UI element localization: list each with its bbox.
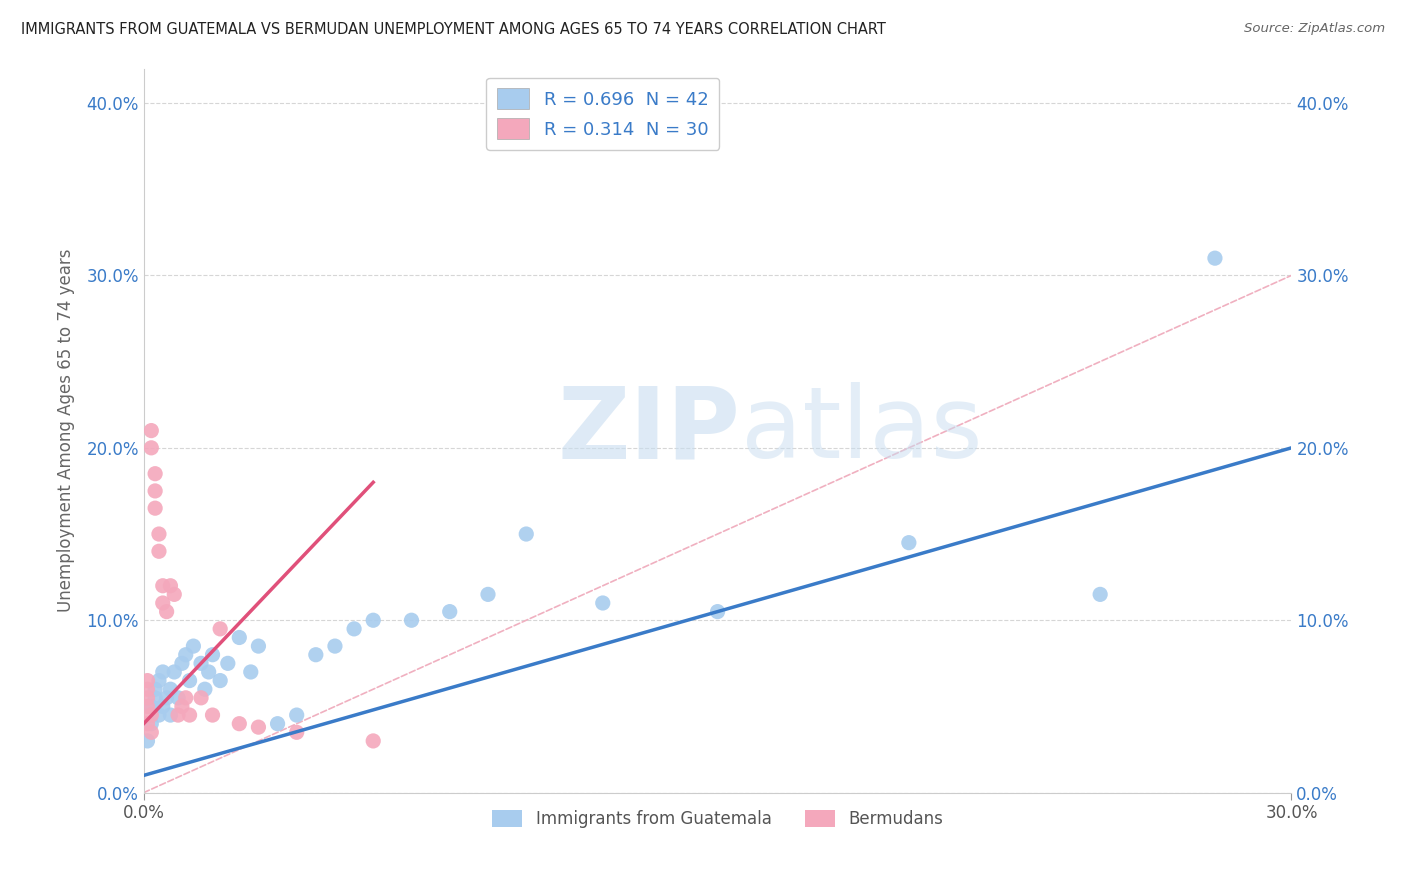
Point [266, 716, 288, 731]
Point [136, 673, 159, 688]
Point [197, 665, 219, 679]
Point [159, 682, 181, 697]
Point [1088, 587, 1111, 601]
Point [167, 708, 190, 723]
Point [143, 690, 166, 705]
Point [136, 682, 159, 697]
Point [247, 720, 270, 734]
Point [201, 648, 224, 662]
Point [152, 579, 174, 593]
Point [143, 501, 166, 516]
Point [323, 639, 346, 653]
Point [190, 690, 212, 705]
Point [148, 673, 170, 688]
Point [141, 725, 163, 739]
Point [155, 605, 177, 619]
Point [361, 613, 384, 627]
Point [1204, 251, 1226, 265]
Point [179, 708, 201, 723]
Point [190, 657, 212, 671]
Point [183, 639, 205, 653]
Point [148, 708, 170, 723]
Point [477, 587, 499, 601]
Point [179, 673, 201, 688]
Point [194, 682, 217, 697]
Point [305, 648, 328, 662]
Point [439, 605, 461, 619]
Legend: Immigrants from Guatemala, Bermudans: Immigrants from Guatemala, Bermudans [485, 804, 949, 835]
Text: Source: ZipAtlas.com: Source: ZipAtlas.com [1244, 22, 1385, 36]
Text: ZIP: ZIP [558, 382, 741, 479]
Point [167, 690, 190, 705]
Point [136, 690, 159, 705]
Point [170, 699, 193, 714]
Point [159, 579, 181, 593]
Point [239, 665, 262, 679]
Point [174, 690, 197, 705]
Point [163, 587, 186, 601]
Point [228, 716, 250, 731]
Point [141, 424, 163, 438]
Point [706, 605, 728, 619]
Point [343, 622, 366, 636]
Point [152, 665, 174, 679]
Point [152, 699, 174, 714]
Point [136, 734, 159, 748]
Point [148, 544, 170, 558]
Point [228, 631, 250, 645]
Text: atlas: atlas [741, 382, 983, 479]
Point [515, 527, 537, 541]
Point [143, 483, 166, 498]
Point [159, 708, 181, 723]
Y-axis label: Unemployment Among Ages 65 to 74 years: Unemployment Among Ages 65 to 74 years [58, 249, 75, 612]
Point [143, 467, 166, 481]
Point [217, 657, 239, 671]
Point [174, 648, 197, 662]
Point [247, 639, 270, 653]
Point [209, 622, 232, 636]
Point [136, 699, 159, 714]
Point [201, 708, 224, 723]
Point [401, 613, 423, 627]
Point [141, 708, 163, 723]
Point [897, 535, 920, 549]
Point [141, 441, 163, 455]
Point [170, 657, 193, 671]
Point [152, 596, 174, 610]
Point [136, 716, 159, 731]
Point [148, 527, 170, 541]
Point [361, 734, 384, 748]
Point [163, 665, 186, 679]
Point [141, 699, 163, 714]
Point [592, 596, 614, 610]
Point [155, 690, 177, 705]
Point [141, 716, 163, 731]
Point [285, 725, 308, 739]
Point [209, 673, 232, 688]
Text: IMMIGRANTS FROM GUATEMALA VS BERMUDAN UNEMPLOYMENT AMONG AGES 65 TO 74 YEARS COR: IMMIGRANTS FROM GUATEMALA VS BERMUDAN UN… [21, 22, 886, 37]
Point [143, 682, 166, 697]
Point [285, 708, 308, 723]
